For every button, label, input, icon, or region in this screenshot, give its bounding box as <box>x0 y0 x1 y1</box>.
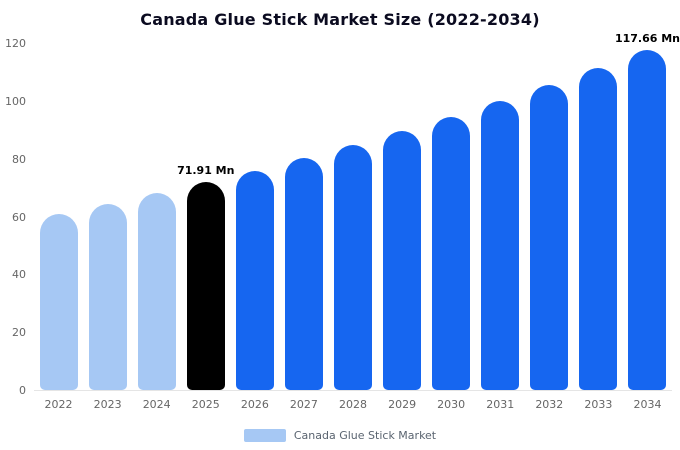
x-tick-label: 2030 <box>437 398 466 411</box>
x-tick-label: 2032 <box>535 398 564 411</box>
bar-2032 <box>530 85 569 390</box>
x-tick-label: 2028 <box>339 398 367 411</box>
bar-2034 <box>628 49 667 390</box>
y-tick-label: 40 <box>12 268 26 282</box>
bar-slot <box>476 44 525 390</box>
bar-2024 <box>137 193 176 390</box>
y-tick-label: 60 <box>12 210 26 224</box>
bar-2029 <box>383 131 422 390</box>
x-tick-label: 2033 <box>584 398 613 411</box>
bar-value-label: 117.66 Mn <box>614 31 680 45</box>
y-axis: 0 20 40 60 80 100 120 <box>0 37 28 397</box>
y-tick-label: 0 <box>19 384 26 397</box>
legend-swatch <box>243 429 286 442</box>
bar-2030 <box>432 116 471 390</box>
x-tick-label: 2023 <box>93 398 122 411</box>
bar-slot <box>378 44 427 390</box>
bar-2026 <box>235 170 274 390</box>
x-tick-label: 2024 <box>142 398 171 411</box>
legend: Canada Glue Stick Market <box>0 429 680 442</box>
bar-2022 <box>39 213 78 390</box>
bar-slot <box>34 44 83 390</box>
bar-slot <box>574 44 623 390</box>
x-tick-label: 2029 <box>388 398 417 411</box>
bar-slot <box>132 44 181 390</box>
bar-slot <box>230 44 279 390</box>
bar-2028 <box>334 145 372 390</box>
bar-2033 <box>579 67 618 390</box>
x-tick-label: 2022 <box>44 398 73 411</box>
bar-slot: 71.91 Mn <box>177 44 234 390</box>
x-axis: 2022 2023 2024 2025 2026 2027 2028 2029 2030 2031… <box>34 398 672 411</box>
bar-2031 <box>481 101 520 390</box>
bar-2023 <box>88 204 127 390</box>
x-tick-label: 2025 <box>191 398 220 411</box>
chart-title: Canada Glue Stick Market Size (2022-2034… <box>140 10 540 29</box>
bar-slot <box>279 44 328 390</box>
legend-label: Canada Glue Stick Market <box>293 429 437 442</box>
x-tick-label: 2034 <box>633 398 662 411</box>
bar-slot <box>525 44 574 390</box>
bar-2027 <box>284 158 323 390</box>
bar-slot: 117.66 Mn <box>615 32 680 390</box>
bar-slot <box>427 44 476 390</box>
bar-value-label: 71.91 Mn <box>177 164 235 178</box>
y-tick-label: 100 <box>5 94 26 108</box>
plot-area: 71.91 Mn 117.66 Mn <box>34 32 680 391</box>
x-tick-label: 2027 <box>289 398 318 411</box>
y-tick-label: 80 <box>12 152 26 166</box>
y-tick-label: 20 <box>12 326 26 340</box>
bar-slot <box>328 44 377 390</box>
x-tick-label: 2031 <box>486 398 515 411</box>
bar-2025 <box>186 182 225 390</box>
y-tick-label: 120 <box>5 37 26 50</box>
bar-slot <box>83 44 132 390</box>
x-tick-label: 2026 <box>240 398 269 411</box>
